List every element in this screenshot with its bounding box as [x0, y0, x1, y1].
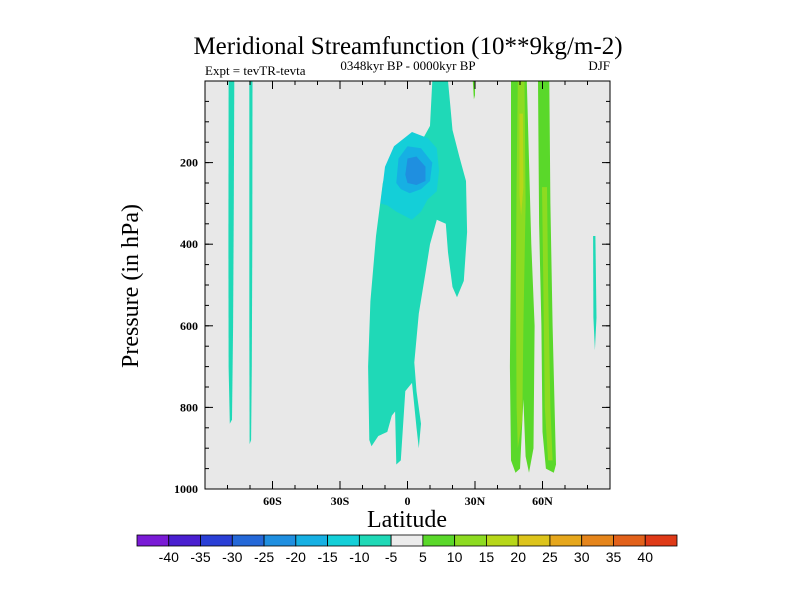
x-tick-label: 60S — [263, 494, 282, 508]
colorbar-label: 40 — [637, 549, 653, 565]
experiment-label: Expt = tevTR-tevta — [205, 63, 306, 78]
colorbar-swatch — [358, 534, 392, 547]
contour-region-band-60n-inner — [542, 187, 553, 461]
colorbar-swatch — [581, 534, 614, 547]
y-tick-label: 400 — [180, 237, 198, 251]
contour-region-small-streak-30n — [472, 81, 475, 100]
colorbar-swatch — [263, 534, 297, 547]
colorbar-swatch — [168, 534, 201, 547]
colorbar-label: -10 — [349, 549, 369, 565]
colorbar-label: 15 — [479, 549, 495, 565]
colorbar-label: 35 — [606, 549, 622, 565]
colorbar-swatch — [136, 534, 170, 547]
colorbar-label: 30 — [574, 549, 590, 565]
colorbar-label: 5 — [419, 549, 427, 565]
contour-region-band-45n-core — [519, 113, 524, 216]
colorbar-swatch — [200, 534, 233, 547]
contour-region-tropical-cell-peak — [405, 156, 426, 185]
colorbar-swatch — [644, 534, 678, 547]
colorbar-label: 25 — [542, 549, 558, 565]
colorbar-label: -20 — [286, 549, 306, 565]
y-tick-label: 200 — [180, 156, 198, 170]
chart-title: Meridional Streamfunction (10**9kg/m-2) — [193, 33, 622, 60]
colorbar-swatch — [549, 534, 583, 547]
colorbar-label: 20 — [510, 549, 526, 565]
colorbar-swatch — [295, 534, 328, 547]
y-tick-label: 1000 — [174, 482, 198, 496]
colorbar-swatch — [454, 534, 487, 547]
colorbar-label: 10 — [447, 549, 463, 565]
colorbar-swatch — [613, 534, 646, 547]
chart-subtitle: 0348kyr BP - 0000kyr BP — [340, 58, 475, 73]
x-tick-label: 60N — [532, 494, 553, 508]
contour-region-right-edge-sliver — [593, 236, 597, 351]
x-tick-label: 0 — [405, 494, 411, 508]
colorbar-swatch — [486, 534, 519, 547]
season-label: DJF — [588, 58, 610, 73]
y-tick-label: 600 — [180, 319, 198, 333]
colorbar-swatch — [517, 534, 551, 547]
x-tick-label: 30N — [465, 494, 486, 508]
colorbar-label: -5 — [385, 549, 398, 565]
contour-region-vertical-strip-70s — [249, 81, 253, 445]
x-axis-label: Latitude — [367, 507, 447, 533]
colorbar: -40 -35 -30 -25 -20 -15 -10 -5 5 10 15 20 25 30 35 40 — [136, 534, 678, 565]
colorbar-label: -30 — [222, 549, 242, 565]
colorbar-label: -15 — [317, 549, 337, 565]
colorbar-swatch — [390, 534, 424, 547]
colorbar-label: -25 — [254, 549, 274, 565]
contour-regions — [228, 81, 597, 473]
y-tick-label: 800 — [180, 400, 198, 414]
contour-region-vertical-strip-80s — [228, 81, 235, 424]
y-axis-label: Pressure (in hPa) — [118, 204, 144, 368]
colorbar-label: -40 — [159, 549, 179, 565]
x-tick-label: 30S — [331, 494, 350, 508]
colorbar-swatch — [327, 534, 360, 547]
colorbar-swatch — [231, 534, 265, 547]
colorbar-label: -35 — [190, 549, 210, 565]
colorbar-swatch — [422, 534, 456, 547]
axis-ticks: 60S 30S 0 30N 60N 200 400 600 800 1000 — [174, 80, 611, 508]
